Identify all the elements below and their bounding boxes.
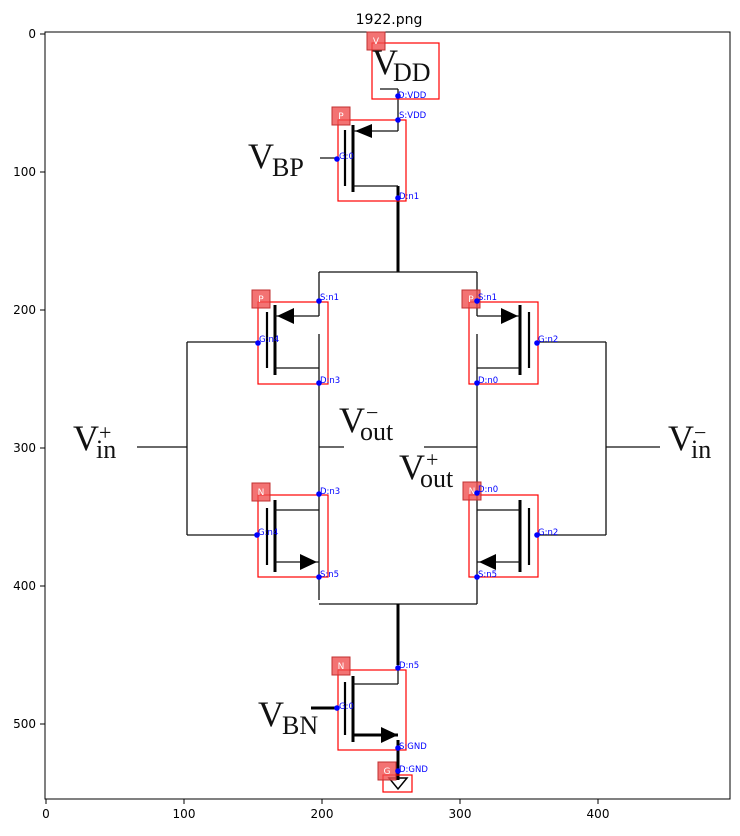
pin-label: S:GND bbox=[399, 742, 427, 752]
vout-minus-sub: out bbox=[360, 417, 394, 446]
component-badge: V bbox=[373, 37, 380, 47]
circuit-wires bbox=[137, 88, 660, 780]
pin-label: G:n4 bbox=[258, 528, 278, 538]
x-tick-label: 400 bbox=[587, 807, 610, 821]
vin-minus-sub: in bbox=[691, 435, 711, 464]
pin-label: D:GND bbox=[399, 765, 428, 775]
vin-plus-main: V bbox=[73, 418, 99, 458]
left-pmos bbox=[265, 301, 320, 375]
component-left-nmos: N D:n3 G:n4 S:n5 bbox=[251, 482, 340, 580]
pin-label: G:n2 bbox=[538, 528, 558, 538]
component-badge: P bbox=[258, 295, 264, 305]
vbp-symbol: V BP bbox=[248, 136, 304, 182]
component-badge: N bbox=[469, 487, 476, 497]
pin-label: S:n1 bbox=[478, 293, 497, 303]
component-badge: N bbox=[258, 488, 265, 498]
plot-frame bbox=[44, 31, 731, 800]
pin-label: D:n3 bbox=[320, 376, 340, 386]
vbn-symbol: V BN bbox=[258, 694, 318, 740]
component-badge: G bbox=[384, 767, 391, 777]
vout-plus-main: V bbox=[399, 447, 425, 487]
x-tick-label: 0 bbox=[42, 807, 50, 821]
component-gnd: G D:GND bbox=[377, 761, 428, 793]
y-tick-label: 200 bbox=[13, 303, 36, 317]
component-top-pmos: P S:VDD G:0 D:n1 bbox=[331, 106, 427, 202]
vbn-sub: BN bbox=[282, 711, 318, 740]
x-tick-label: 100 bbox=[173, 807, 196, 821]
pin-label: D:n0 bbox=[478, 485, 498, 495]
component-right-pmos: P S:n1 G:n2 D:n0 bbox=[461, 289, 558, 386]
vout-minus-symbol: V out − bbox=[339, 400, 394, 446]
component-badge: P bbox=[468, 295, 474, 305]
vbp-main: V bbox=[248, 136, 274, 176]
pin-label: S:n1 bbox=[320, 293, 339, 303]
pin-label: G:n4 bbox=[259, 335, 279, 345]
vbn-main: V bbox=[258, 694, 284, 734]
vin-minus-symbol: V in − bbox=[668, 418, 711, 464]
y-tick-label: 0 bbox=[28, 27, 36, 41]
component-badge: P bbox=[338, 112, 344, 122]
pin-label: S:VDD bbox=[399, 111, 427, 121]
vout-plus-sub: out bbox=[420, 464, 454, 493]
vin-plus-sub: in bbox=[96, 435, 116, 464]
pin-label: S:n5 bbox=[320, 570, 339, 580]
pin-label: D:n3 bbox=[320, 487, 340, 497]
component-right-nmos: N D:n0 G:n2 S:n5 bbox=[462, 481, 558, 580]
component-bottom-nmos: N D:n5 G:0 S:GND bbox=[331, 656, 427, 752]
x-axis: 0 100 200 300 400 bbox=[42, 799, 609, 821]
bottom-nmos bbox=[343, 665, 399, 743]
vin-minus-sup: − bbox=[694, 420, 706, 445]
y-tick-label: 100 bbox=[13, 165, 36, 179]
pin-label: S:n5 bbox=[478, 570, 497, 580]
pin-label: G:n2 bbox=[538, 335, 558, 345]
component-left-pmos: P S:n1 G:n4 D:n3 bbox=[251, 289, 340, 386]
left-nmos bbox=[265, 500, 319, 572]
top-pmos bbox=[343, 117, 399, 192]
ground-icon bbox=[387, 777, 409, 791]
vout-plus-sup: + bbox=[426, 447, 438, 472]
pin-label: G:0 bbox=[339, 702, 354, 712]
pin-label: G:0 bbox=[339, 152, 354, 162]
x-tick-label: 200 bbox=[311, 807, 334, 821]
pin-label: D:n1 bbox=[399, 192, 419, 202]
y-tick-label: 500 bbox=[13, 717, 36, 731]
pin-label: D:VDD bbox=[398, 91, 427, 101]
y-tick-label: 300 bbox=[13, 441, 36, 455]
x-tick-label: 300 bbox=[449, 807, 472, 821]
vdd-symbol: V DD bbox=[372, 42, 431, 87]
vbp-sub: BP bbox=[272, 153, 304, 182]
right-pmos bbox=[476, 301, 531, 375]
vout-minus-sup: − bbox=[366, 400, 378, 425]
y-tick-label: 400 bbox=[13, 579, 36, 593]
component-vdd: V D:VDD bbox=[366, 31, 440, 101]
y-axis: 0 100 200 300 400 500 bbox=[13, 27, 45, 731]
component-badge: N bbox=[338, 662, 345, 672]
vdd-sub: DD bbox=[393, 58, 431, 87]
vin-plus-symbol: V in + bbox=[73, 418, 116, 464]
vout-plus-symbol: V out + bbox=[399, 447, 454, 493]
pin-label: D:n5 bbox=[399, 661, 419, 671]
pin-label: D:n0 bbox=[478, 376, 498, 386]
vin-minus-main: V bbox=[668, 418, 694, 458]
figure-title: 1922.png bbox=[356, 12, 423, 28]
vin-plus-sup: + bbox=[99, 420, 111, 445]
right-nmos bbox=[477, 500, 531, 572]
vout-minus-main: V bbox=[339, 400, 365, 440]
